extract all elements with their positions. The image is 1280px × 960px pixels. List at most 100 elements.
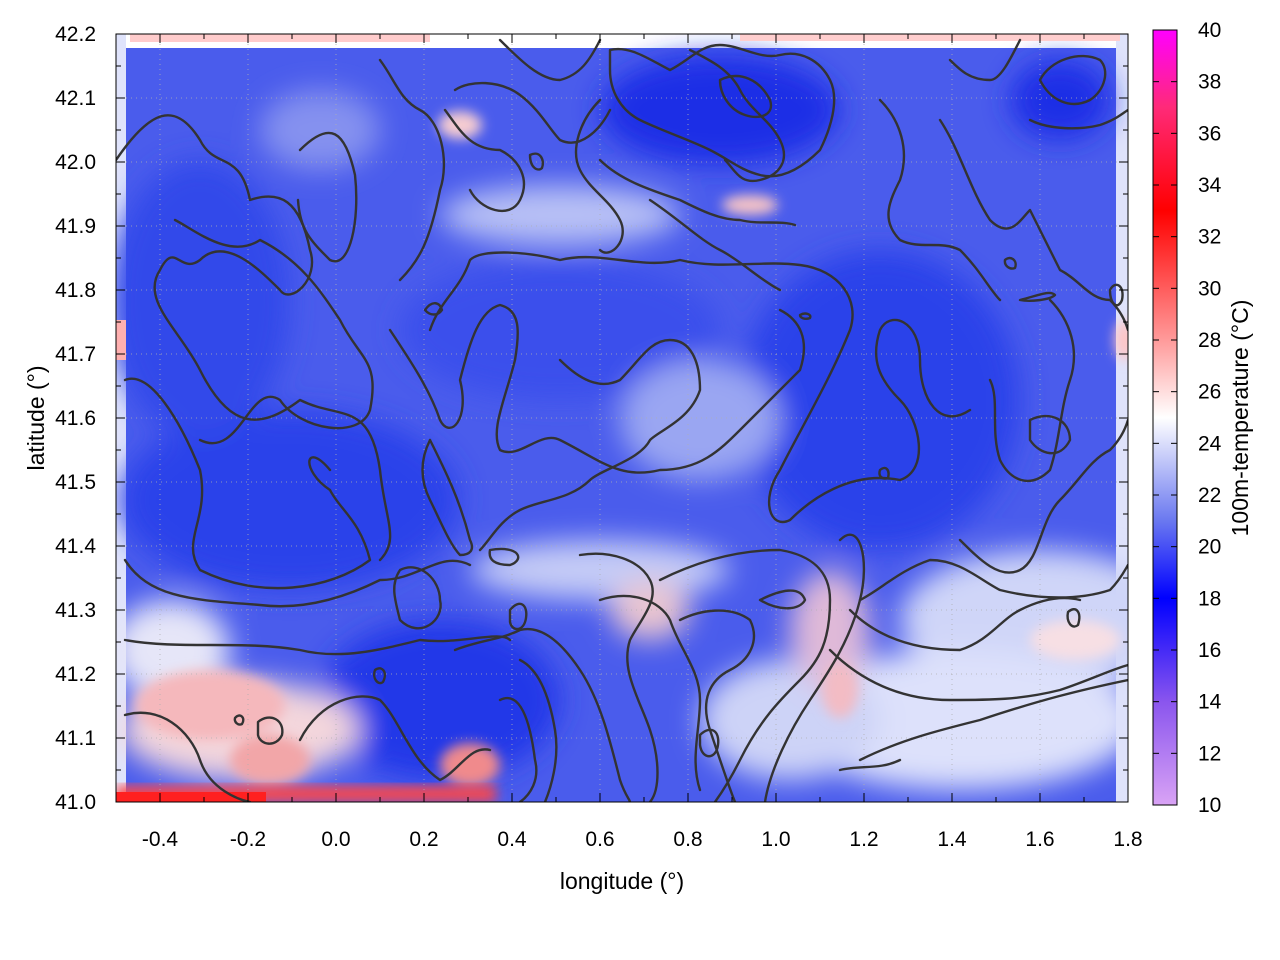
y-axis-label: latitude (°) bbox=[23, 365, 49, 470]
colorbar-label: 100m-temperature (°C) bbox=[1227, 300, 1253, 537]
x-tick-label: 1.6 bbox=[1025, 828, 1054, 851]
contour-line bbox=[421, 438, 474, 557]
contour-line bbox=[518, 658, 558, 802]
y-tick-label: 41.3 bbox=[55, 599, 96, 622]
contour-line bbox=[878, 466, 890, 480]
contour-line bbox=[453, 627, 632, 802]
contour-line bbox=[598, 594, 702, 792]
y-axis: 41.0 41.1 41.2 41.3 41.4 41.5 41.6 41.7 41.8 41.9… bbox=[55, 23, 1128, 814]
contour-line bbox=[1003, 256, 1017, 270]
contour-line bbox=[688, 48, 786, 183]
contour-line bbox=[378, 58, 446, 282]
contour-line bbox=[574, 98, 624, 254]
contour-line bbox=[256, 716, 284, 745]
contour-line bbox=[598, 158, 797, 227]
colorbar: 10 12 14 16 18 20 22 24 26 28 30 32 34 36 38 40 100m-te… bbox=[1152, 19, 1253, 817]
contour-line bbox=[296, 131, 358, 263]
contour-line bbox=[388, 303, 806, 474]
colorbar-tick-label: 10 bbox=[1198, 794, 1221, 817]
y-tick-label: 42.2 bbox=[55, 23, 96, 46]
contour-line bbox=[428, 251, 972, 524]
contour-line bbox=[423, 302, 444, 316]
x-tick-label: 0.2 bbox=[409, 828, 438, 851]
contour-line bbox=[116, 114, 392, 562]
contour-line bbox=[848, 596, 1082, 652]
colorbar-tick-label: 30 bbox=[1198, 277, 1221, 300]
y-tick-label: 41.6 bbox=[55, 407, 96, 430]
contour-line bbox=[578, 552, 659, 802]
x-tick-label: 1.8 bbox=[1113, 828, 1142, 851]
contour-line bbox=[1028, 414, 1072, 455]
contour-line bbox=[373, 667, 387, 685]
colorbar-tick-label: 14 bbox=[1198, 691, 1222, 714]
colorbar-tick-label: 26 bbox=[1198, 381, 1221, 404]
contour-line bbox=[1108, 283, 1124, 307]
contour-line bbox=[958, 418, 1128, 574]
contour-line bbox=[948, 38, 1022, 82]
contour-line bbox=[488, 547, 520, 567]
contour-line bbox=[1018, 291, 1057, 302]
x-tick-label: 0.0 bbox=[321, 828, 350, 851]
y-tick-label: 41.2 bbox=[55, 663, 96, 686]
contour-line bbox=[763, 533, 866, 802]
contour-line bbox=[658, 548, 832, 802]
contour-line bbox=[478, 338, 702, 552]
x-tick-label: 0.4 bbox=[497, 828, 527, 851]
colorbar-strip bbox=[1152, 29, 1178, 806]
colorbar-tick-label: 20 bbox=[1198, 536, 1221, 559]
contour-line bbox=[443, 108, 526, 212]
colorbar-tick-label: 40 bbox=[1198, 19, 1221, 42]
contour-line bbox=[798, 312, 812, 320]
contour-line bbox=[678, 609, 756, 802]
colorbar-tick-label: 34 bbox=[1198, 174, 1222, 197]
y-tick-label: 41.0 bbox=[55, 791, 96, 814]
y-tick-label: 41.4 bbox=[55, 535, 96, 558]
contour-line bbox=[938, 118, 1128, 332]
contour-line bbox=[123, 635, 512, 656]
colorbar-tick-label: 32 bbox=[1198, 226, 1221, 249]
contour-line bbox=[988, 298, 1076, 482]
y-tick-label: 41.9 bbox=[55, 215, 96, 238]
contour-line bbox=[858, 558, 1128, 602]
contour-line bbox=[1066, 608, 1081, 628]
colorbar-tick-label: 38 bbox=[1198, 71, 1221, 94]
x-tick-label: 0.8 bbox=[673, 828, 702, 851]
x-tick-label: 1.4 bbox=[937, 828, 967, 851]
contour-line bbox=[718, 74, 773, 119]
y-tick-label: 42.0 bbox=[55, 151, 96, 174]
colorbar-tick-label: 18 bbox=[1198, 587, 1221, 610]
contour-line bbox=[233, 714, 245, 726]
contour-lines bbox=[116, 38, 1128, 802]
y-tick-label: 41.7 bbox=[55, 343, 96, 366]
x-tick-label: 0.6 bbox=[585, 828, 614, 851]
colorbar-tick-label: 36 bbox=[1198, 122, 1221, 145]
y-tick-label: 42.1 bbox=[55, 87, 96, 110]
x-tick-label: 1.0 bbox=[761, 828, 790, 851]
y-tick-label: 41.5 bbox=[55, 471, 96, 494]
contour-line bbox=[298, 695, 492, 782]
contour-line bbox=[393, 566, 442, 630]
y-tick-label: 41.1 bbox=[55, 727, 96, 750]
contour-line bbox=[508, 602, 528, 631]
contour-line bbox=[758, 589, 807, 610]
contour-line bbox=[498, 38, 602, 82]
heatmap-field bbox=[116, 34, 1128, 802]
contour-line bbox=[123, 558, 472, 608]
contour-line bbox=[878, 98, 1002, 302]
contour-line bbox=[173, 218, 374, 445]
colorbar-tick-label: 22 bbox=[1198, 484, 1221, 507]
contour-line bbox=[1038, 54, 1107, 106]
contour-line bbox=[838, 758, 902, 772]
contour-line bbox=[123, 711, 252, 802]
colorbar-tick-label: 12 bbox=[1198, 742, 1221, 765]
colorbar-ticks: 10 12 14 16 18 20 22 24 26 28 30 32 34 36 38 40 bbox=[1153, 19, 1222, 817]
contour-line bbox=[453, 81, 612, 144]
contour-line bbox=[828, 648, 1128, 702]
x-axis: -0.4 -0.2 0.0 0.2 0.4 0.6 0.8 1.0 1.2 1.4 1.6 1.8 bbox=[115, 34, 1143, 851]
contour-line bbox=[698, 728, 720, 758]
contour-line bbox=[123, 377, 372, 590]
contour-line bbox=[498, 696, 538, 802]
colorbar-tick-label: 28 bbox=[1198, 329, 1221, 352]
contour-line bbox=[648, 198, 782, 292]
